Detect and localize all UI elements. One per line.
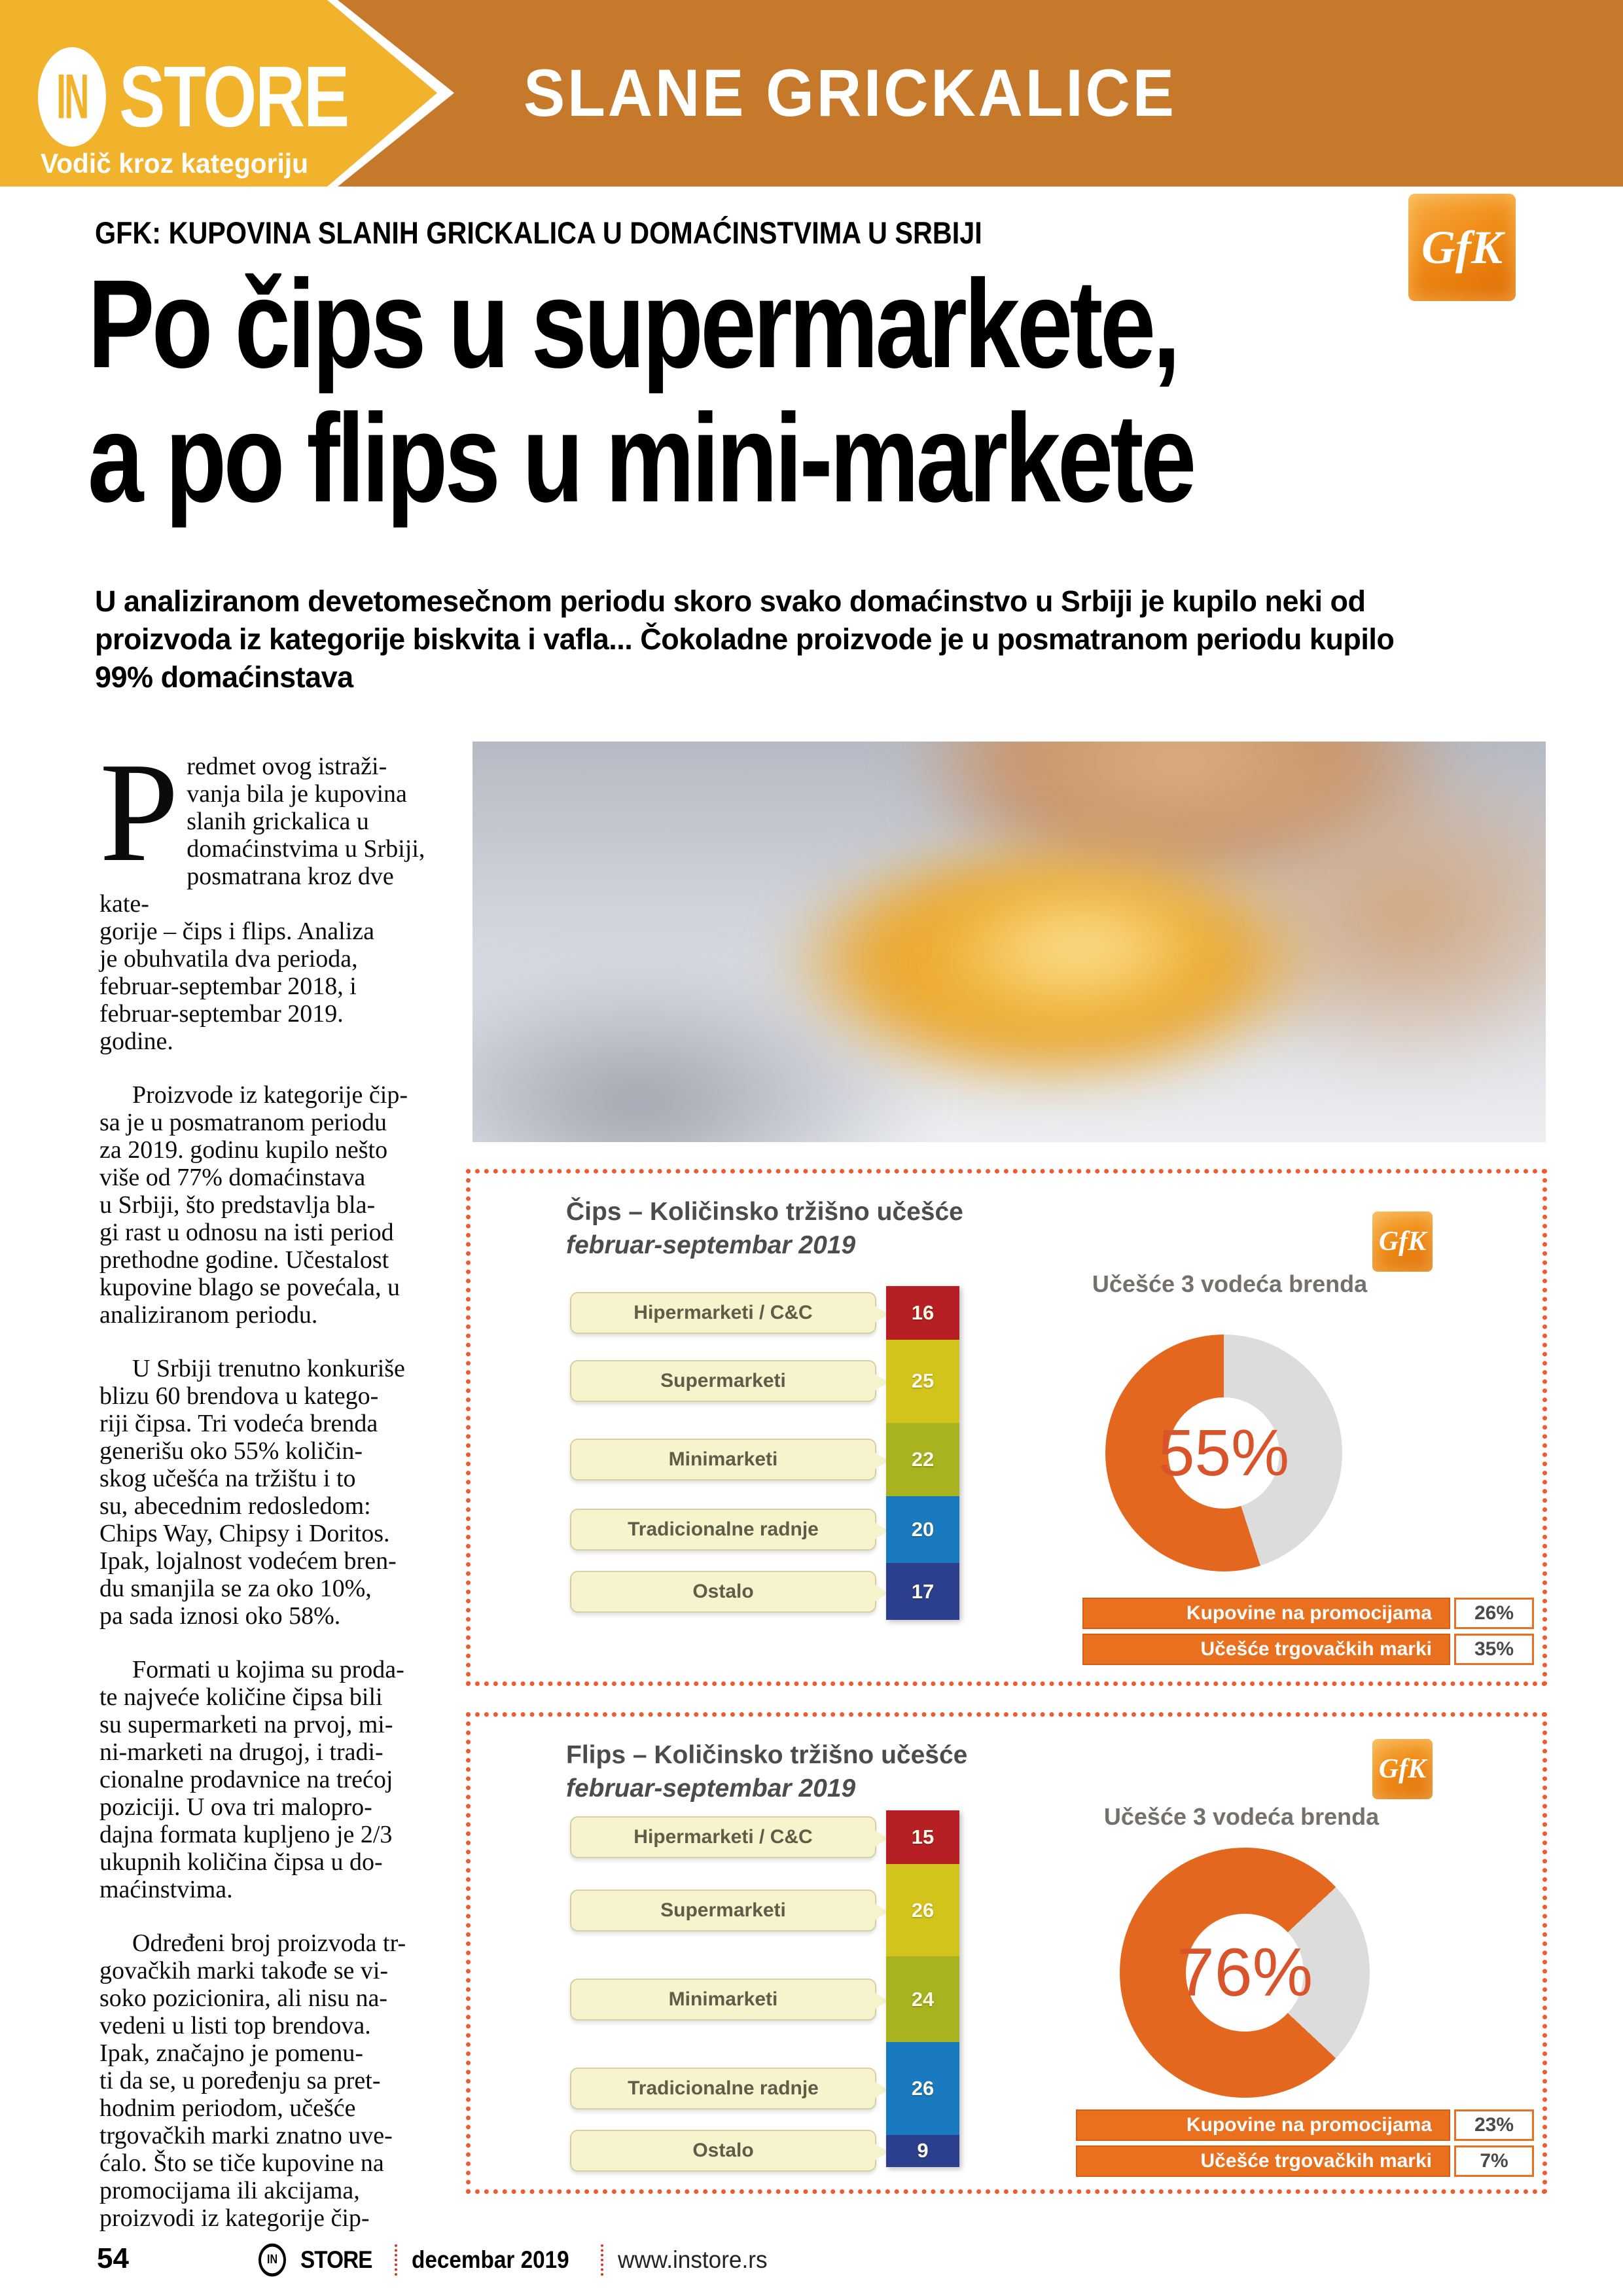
chart-panel-flips: Flips – Količinsko tržišno učešće februar… bbox=[466, 1712, 1547, 2194]
bar-segment: 26 bbox=[886, 2042, 959, 2135]
chart-title: Čips – Količinsko tržišno učešće februar-… bbox=[566, 1196, 963, 1262]
category-callout: Hipermarketi / C&C bbox=[570, 1291, 888, 1334]
instore-logo-badge: IN bbox=[56, 62, 89, 132]
gfk-logo-text: GfK bbox=[1421, 221, 1503, 274]
promo-row: Kupovine na promocijama 26% bbox=[1082, 1598, 1534, 1629]
bar-segment-value: 16 bbox=[911, 1300, 935, 1324]
chart-title-text: Čips – Količinsko tržišno učešće bbox=[566, 1198, 963, 1226]
chart-panel-cips: Čips – Količinsko tržišno učešće februar-… bbox=[466, 1169, 1547, 1686]
promo-row: Učešće trgovačkih marki 35% bbox=[1082, 1634, 1534, 1665]
promo-row-label: Kupovine na promocijama bbox=[1076, 2109, 1450, 2141]
footer-separator-icon bbox=[394, 2244, 397, 2276]
donut-chart: 55% bbox=[1105, 1335, 1342, 1571]
instore-logo-text: STORE bbox=[119, 48, 349, 145]
category-callout: Minimarketi bbox=[570, 1439, 888, 1481]
promo-row: Učešće trgovačkih marki 7% bbox=[1076, 2145, 1534, 2177]
stacked-bar: 15 26 24 26 9 bbox=[886, 1810, 959, 2167]
donut-label: Učešće 3 vodeća brenda bbox=[1092, 1270, 1368, 1297]
bar-segment: 9 bbox=[886, 2134, 959, 2167]
footer-brand-group: IN STORE decembar 2019 www.instore.rs bbox=[259, 2237, 776, 2283]
page-footer: 54 IN STORE decembar 2019 www.instore.rs bbox=[0, 2237, 1623, 2283]
footer-date: decembar 2019 bbox=[411, 2246, 569, 2273]
promo-row-value: 26% bbox=[1454, 1598, 1534, 1629]
page-number: 54 bbox=[97, 2242, 129, 2274]
bar-segment: 22 bbox=[886, 1423, 959, 1497]
chart-title-text: Flips – Količinsko tržišno učešće bbox=[566, 1741, 968, 1769]
category-callout: Supermarketi bbox=[570, 1360, 888, 1403]
chart-subtitle: februar-septembar 2019 bbox=[566, 1230, 856, 1259]
paragraph-3: U Srbiji trenutno konkuriše blizu 60 bre… bbox=[99, 1355, 405, 1630]
category-callout: Tradicionalne radnje bbox=[570, 2068, 888, 2110]
gfk-logo: GfK bbox=[1372, 1739, 1433, 1799]
footer-url: www.instore.rs bbox=[618, 2246, 768, 2273]
gfk-logo: GfK bbox=[1372, 1211, 1433, 1272]
promo-row-label: Kupovine na promocijama bbox=[1082, 1598, 1450, 1629]
donut-chart: 76% bbox=[1120, 1848, 1370, 2098]
bar-segment: 16 bbox=[886, 1286, 959, 1340]
chips-photo bbox=[473, 742, 1546, 1142]
promo-row-value: 23% bbox=[1454, 2109, 1534, 2141]
category-callout: Tradicionalne radnje bbox=[570, 1509, 888, 1551]
bar-segment: 20 bbox=[886, 1496, 959, 1564]
category-callout: Hipermarketi / C&C bbox=[570, 1816, 888, 1858]
bar-segment: 26 bbox=[886, 1863, 959, 1957]
promo-row-value: 7% bbox=[1454, 2145, 1534, 2177]
bar-segment-value: 22 bbox=[911, 1448, 935, 1471]
bar-segment-value: 9 bbox=[917, 2139, 929, 2162]
chart-subtitle: februar-septembar 2019 bbox=[566, 1774, 856, 1803]
paragraph-1-text: redmet ovog istraži- vanja bila je kupov… bbox=[99, 753, 425, 1055]
instore-logo: IN STORE bbox=[38, 47, 405, 147]
category-callout: Minimarketi bbox=[570, 1978, 888, 2020]
donut-label: Učešće 3 vodeća brenda bbox=[1103, 1803, 1380, 1830]
instore-logo-icon: IN bbox=[38, 47, 106, 147]
bar-segment: 15 bbox=[886, 1810, 959, 1864]
gfk-logo-text: GfK bbox=[1378, 1754, 1427, 1784]
gfk-logo-text: GfK bbox=[1378, 1227, 1427, 1257]
promo-rows: Kupovine na promocijama 23% Učešće trgovač… bbox=[1076, 2109, 1534, 2181]
headline-line1: Po čips u supermarkete, bbox=[88, 253, 1181, 394]
promo-row-label: Učešće trgovačkih marki bbox=[1082, 1634, 1450, 1665]
footer-separator-icon bbox=[601, 2244, 604, 2276]
paragraph-4: Formati u kojima su proda- te najveće ko… bbox=[99, 1656, 404, 1903]
footer-brand: STORE bbox=[300, 2246, 373, 2273]
photo-chips-highlight bbox=[944, 878, 1224, 1014]
bar-segment: 17 bbox=[886, 1563, 959, 1620]
bar-segment-value: 24 bbox=[911, 1987, 935, 2011]
gfk-logo: GfK bbox=[1408, 194, 1516, 301]
bar-segment-value: 26 bbox=[911, 2077, 935, 2100]
promo-rows: Kupovine na promocijama 26% Učešće trgovač… bbox=[1082, 1598, 1534, 1670]
bar-segment-value: 20 bbox=[911, 1518, 935, 1541]
stacked-bar: 16 25 22 20 17 bbox=[886, 1286, 959, 1620]
bar-segment: 25 bbox=[886, 1339, 959, 1424]
category-callout: Ostalo bbox=[570, 1570, 888, 1613]
bar-segment: 24 bbox=[886, 1956, 959, 2043]
donut-value: 55% bbox=[1158, 1416, 1290, 1490]
paragraph-5: Određeni broj proizvoda tr- govačkih mar… bbox=[99, 1929, 406, 2232]
header-tagline: Vodič kroz kategoriju bbox=[41, 148, 308, 179]
headline: Po čips u supermarkete, a po flips u mini… bbox=[88, 257, 1196, 529]
bar-segment-value: 26 bbox=[911, 1898, 935, 1922]
bar-segment-value: 15 bbox=[911, 1825, 935, 1848]
category-callout: Ostalo bbox=[570, 2130, 888, 2172]
promo-row-value: 35% bbox=[1454, 1634, 1534, 1665]
bar-segment-value: 17 bbox=[911, 1579, 935, 1603]
donut-value: 76% bbox=[1176, 1934, 1313, 2011]
paragraph-2: Proizvode iz kategorije čip- sa je u pos… bbox=[99, 1081, 408, 1329]
promo-row: Kupovine na promocijama 23% bbox=[1076, 2109, 1534, 2141]
bar-segment-value: 25 bbox=[911, 1369, 935, 1393]
headline-line2: a po flips u mini-markete bbox=[88, 387, 1196, 529]
promo-row-label: Učešće trgovačkih marki bbox=[1076, 2145, 1450, 2177]
category-callout: Supermarketi bbox=[570, 1889, 888, 1931]
drop-cap: P bbox=[99, 734, 179, 891]
kicker: GFK: KUPOVINA SLANIH GRICKALICA U DOMAĆI… bbox=[95, 215, 982, 250]
section-title: SLANE GRICKALICE bbox=[524, 56, 1177, 130]
intro-paragraph: U analiziranom devetomesečnom periodu sk… bbox=[95, 584, 1395, 694]
chart-title: Flips – Količinsko tržišno učešće februar… bbox=[566, 1739, 967, 1805]
instore-mini-logo-icon: IN bbox=[259, 2243, 286, 2277]
